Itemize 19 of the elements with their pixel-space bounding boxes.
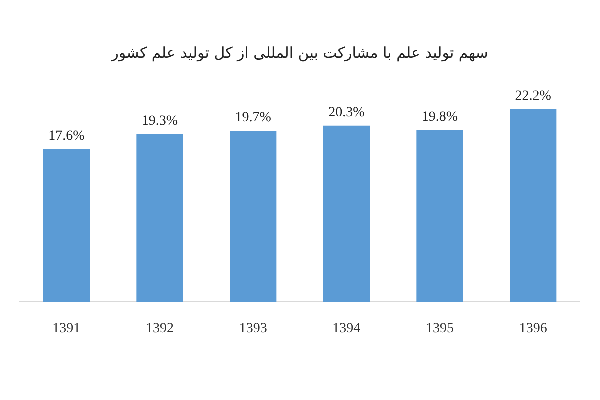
bar (416, 130, 464, 302)
x-tick-label: 1392 (146, 321, 174, 336)
data-label: 17.6% (48, 128, 86, 144)
bar (136, 134, 184, 302)
data-label: 19.3% (142, 114, 178, 130)
data-label: 19.8% (422, 110, 458, 125)
x-tick-label: 1395 (426, 321, 454, 336)
x-tick-label: 1396 (519, 321, 548, 336)
data-label: 22.2% (515, 89, 552, 104)
data-label: 20.3% (328, 106, 366, 121)
x-tick-label: 1391 (52, 321, 81, 336)
bar (323, 126, 370, 302)
data-label: 19.7% (235, 110, 272, 126)
x-tick-label: 1393 (239, 321, 268, 336)
chart-title: سهم تولید علم با مشارکت بین المللی از کل تولید علم کشور (110, 44, 490, 62)
bar (43, 149, 90, 302)
bar (510, 109, 557, 302)
x-tick-label: 1394 (332, 321, 361, 336)
bar (230, 131, 277, 302)
